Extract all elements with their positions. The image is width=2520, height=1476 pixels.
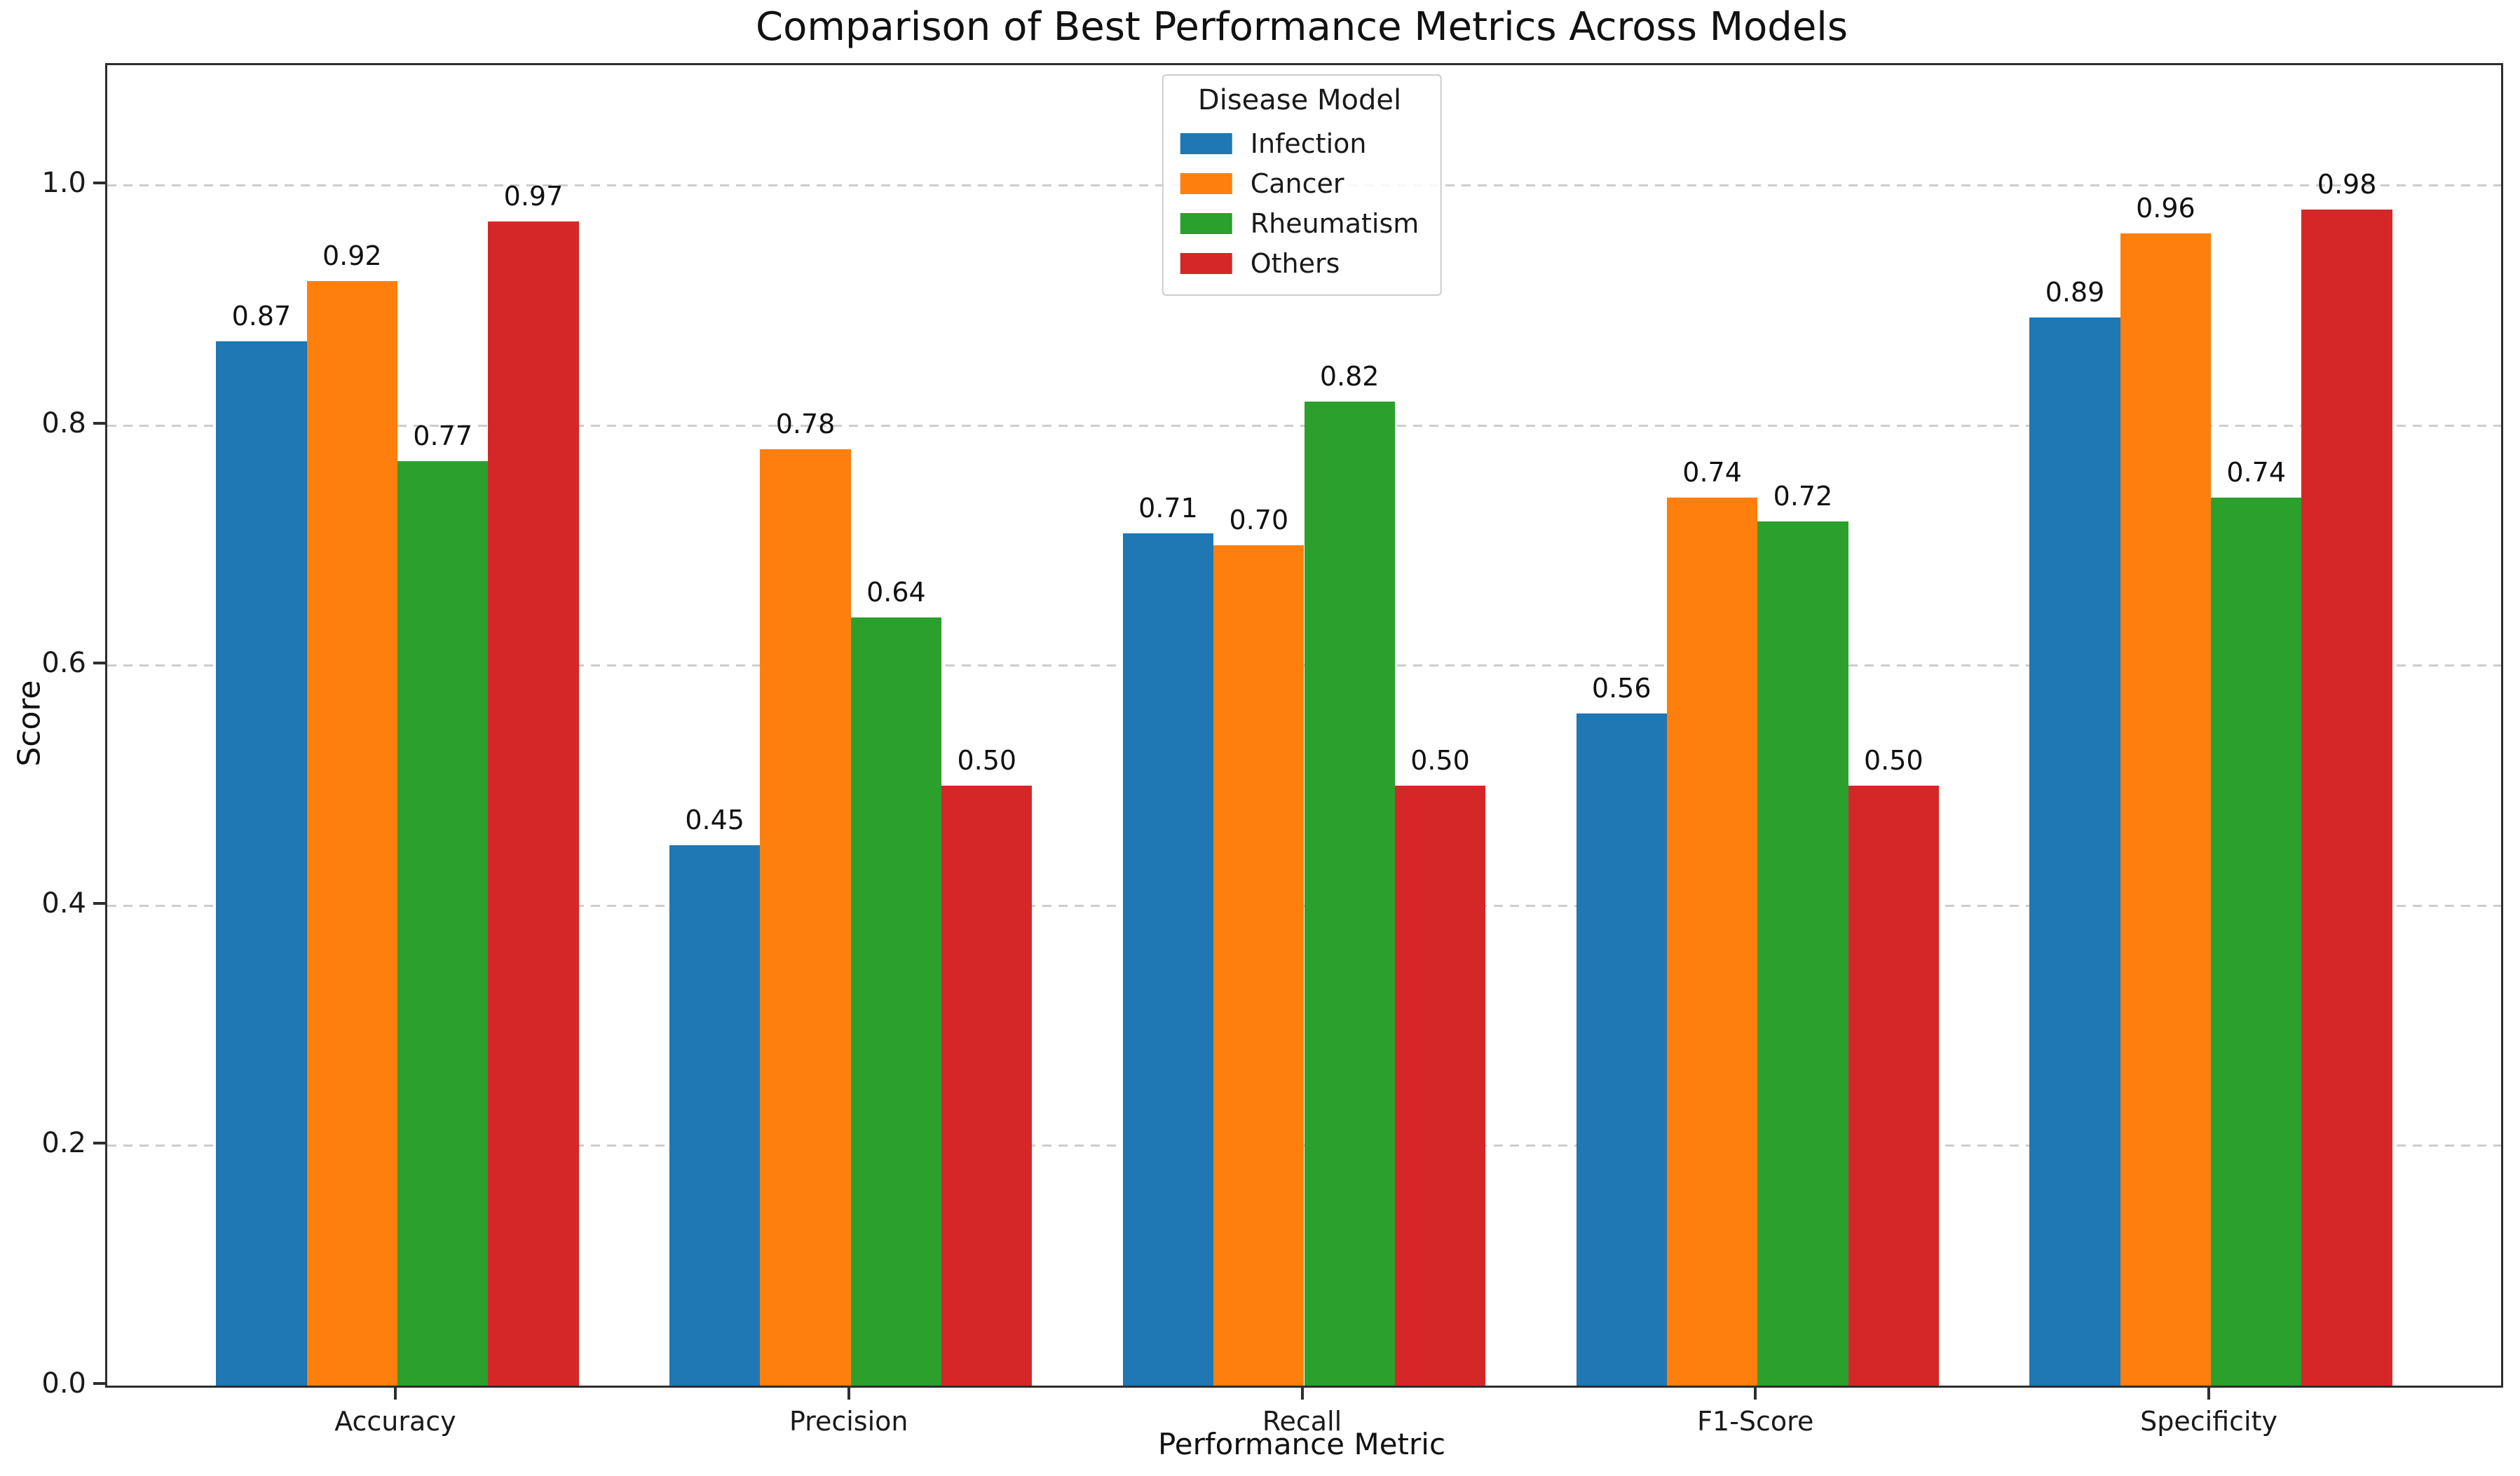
bar-value-others-f1-score: 0.50 (1864, 744, 1923, 776)
bar-value-cancer-precision: 0.78 (775, 409, 836, 440)
bar-cancer-accuracy (306, 281, 397, 1386)
legend-swatch-infection (1180, 132, 1232, 154)
legend-swatch-rheumatism (1180, 212, 1232, 234)
bar-cancer-f1-score (1666, 497, 1758, 1386)
bar-cancer-precision (760, 449, 851, 1386)
bar-value-rheumatism-precision: 0.64 (866, 576, 926, 608)
bar-infection-f1-score (1576, 713, 1667, 1386)
legend-label: Cancer (1250, 168, 1344, 199)
bar-value-rheumatism-f1-score: 0.72 (1773, 480, 1833, 512)
bar-value-infection-accuracy: 0.87 (231, 300, 292, 332)
bar-value-infection-specificity: 0.89 (2045, 276, 2105, 308)
bar-value-others-accuracy: 0.97 (503, 180, 564, 212)
x-tick-label-recall: Recall (1262, 1406, 1342, 1437)
bar-value-others-precision: 0.50 (957, 744, 1017, 776)
bar-others-recall (1394, 785, 1486, 1386)
x-tick-label-accuracy: Accuracy (334, 1406, 456, 1437)
bar-rheumatism-f1-score (1757, 521, 1848, 1386)
legend-label: Rheumatism (1250, 207, 1419, 239)
bar-value-rheumatism-specificity: 0.74 (2226, 456, 2287, 488)
x-tick-label-specificity: Specificity (2140, 1406, 2277, 1437)
bar-infection-precision (669, 845, 761, 1386)
bar-infection-recall (1122, 533, 1214, 1386)
y-tick-label-0.0: 0.0 (41, 1367, 86, 1400)
legend-item-rheumatism: Rheumatism (1180, 203, 1419, 243)
x-tick-specificity (2207, 1388, 2211, 1400)
y-tick-1.0 (93, 182, 105, 185)
bar-value-others-recall: 0.50 (1410, 744, 1470, 776)
legend-item-cancer: Cancer (1180, 163, 1419, 203)
x-tick-label-f1-score: F1-Score (1697, 1406, 1814, 1437)
legend-swatch-others (1180, 252, 1232, 274)
bar-value-cancer-specificity: 0.96 (2136, 192, 2195, 224)
bar-value-cancer-recall: 0.70 (1229, 505, 1289, 536)
bar-others-accuracy (488, 221, 579, 1386)
bar-value-cancer-f1-score: 0.74 (1682, 456, 1742, 488)
bar-cancer-recall (1213, 545, 1305, 1386)
bar-value-others-specificity: 0.98 (2317, 168, 2377, 200)
bar-others-specificity (2301, 209, 2392, 1386)
bar-rheumatism-recall (1304, 401, 1395, 1386)
bar-value-rheumatism-accuracy: 0.77 (413, 421, 472, 452)
y-tick-0.0 (93, 1382, 105, 1385)
bar-value-infection-recall: 0.71 (1138, 492, 1198, 524)
x-tick-recall (1300, 1388, 1304, 1400)
bar-rheumatism-specificity (2211, 497, 2302, 1386)
x-tick-f1-score (1754, 1388, 1757, 1400)
y-tick-label-0.4: 0.4 (41, 887, 86, 920)
legend: Disease Model Infection Cancer Rheumatis… (1162, 74, 1442, 296)
legend-swatch-cancer (1180, 172, 1232, 194)
y-tick-label-0.8: 0.8 (41, 406, 86, 439)
bar-infection-accuracy (216, 341, 307, 1386)
bar-others-precision (941, 785, 1033, 1386)
bar-value-cancer-accuracy: 0.92 (322, 240, 382, 272)
x-axis-title: Performance Metric (1157, 1427, 1446, 1461)
x-tick-label-precision: Precision (789, 1406, 908, 1437)
bar-value-rheumatism-recall: 0.82 (1319, 360, 1380, 392)
y-tick-0.4 (93, 901, 105, 905)
chart-title: Comparison of Best Performance Metrics A… (755, 4, 1848, 50)
y-axis-title: Score (11, 680, 48, 767)
bar-rheumatism-accuracy (397, 461, 489, 1386)
bar-rheumatism-precision (850, 617, 942, 1386)
y-tick-0.2 (93, 1142, 105, 1145)
bar-others-f1-score (1848, 785, 1939, 1386)
legend-item-infection: Infection (1180, 123, 1419, 163)
legend-item-others: Others (1180, 243, 1419, 283)
bar-infection-specificity (2029, 317, 2120, 1386)
y-tick-label-0.6: 0.6 (41, 647, 86, 680)
y-tick-label-0.2: 0.2 (41, 1127, 86, 1160)
y-tick-0.8 (93, 421, 105, 425)
legend-title: Disease Model (1197, 84, 1402, 116)
x-tick-precision (847, 1388, 850, 1400)
legend-label: Infection (1250, 128, 1367, 159)
y-tick-label-1.0: 1.0 (41, 167, 86, 200)
x-tick-accuracy (393, 1388, 397, 1400)
bar-value-infection-f1-score: 0.56 (1591, 672, 1651, 704)
y-tick-0.6 (93, 662, 105, 665)
bar-value-infection-precision: 0.45 (685, 805, 744, 836)
bar-cancer-specificity (2120, 233, 2212, 1386)
legend-label: Others (1250, 247, 1340, 279)
